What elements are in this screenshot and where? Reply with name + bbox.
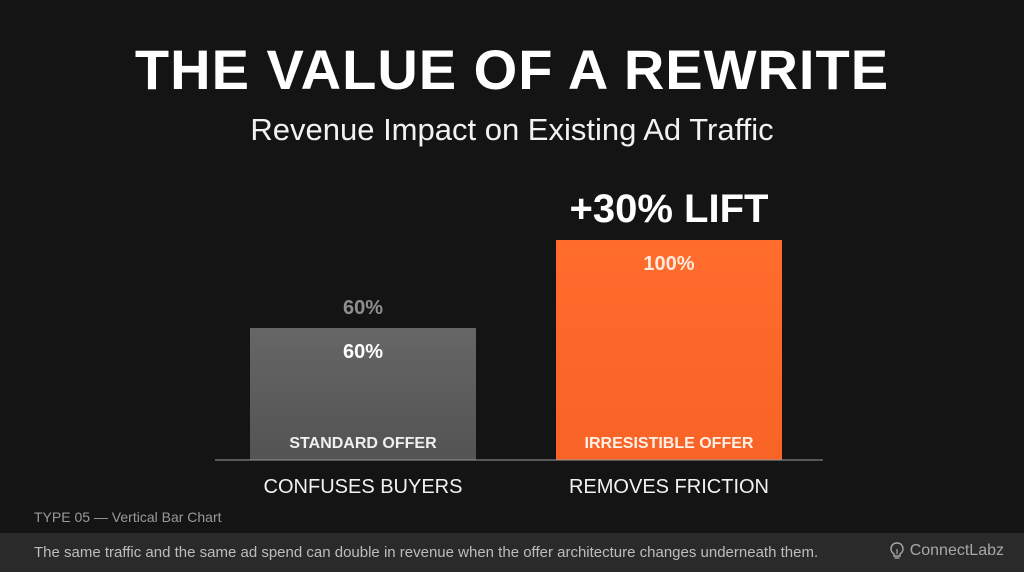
- bar-chart: 60% 60% STANDARD OFFER CONFUSES BUYERS +30% …: [215, 187, 823, 498]
- bar-value-label: 60%: [343, 341, 383, 363]
- category-label: REMOVES FRICTION: [569, 476, 769, 498]
- bar-1: [250, 328, 476, 460]
- brand-name: ConnectLabz: [909, 542, 1004, 559]
- lightbulb-icon: [888, 541, 906, 561]
- chart-title: THE VALUE OF A REWRITE: [134, 38, 890, 101]
- bar-name-label: STANDARD OFFER: [289, 435, 437, 452]
- category-label: CONFUSES BUYERS: [264, 476, 463, 498]
- footer-bar: The same traffic and the same ad spend c…: [0, 533, 1024, 572]
- bar-value-label: 100%: [643, 253, 694, 275]
- chart-subtitle: Revenue Impact on Existing Ad Traffic: [250, 112, 774, 147]
- bar-2: [556, 240, 782, 460]
- footer-caption: The same traffic and the same ad spend c…: [34, 544, 819, 561]
- brand-logo: ConnectLabz: [888, 541, 1004, 561]
- bar-above-label: 60%: [343, 297, 383, 319]
- chart-type-caption: TYPE 05 — Vertical Bar Chart: [34, 509, 222, 525]
- lift-label: +30% LIFT: [570, 187, 769, 231]
- bar-name-label: IRRESISTIBLE OFFER: [585, 435, 754, 452]
